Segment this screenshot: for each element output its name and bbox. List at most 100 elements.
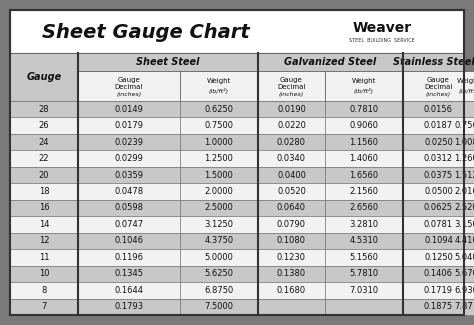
Text: (inches): (inches) [117, 92, 142, 97]
Text: 0.0640: 0.0640 [277, 203, 306, 213]
Text: 1.6560: 1.6560 [349, 171, 379, 180]
Bar [325, 101, 403, 117]
Text: 0.0520: 0.0520 [277, 187, 306, 196]
Text: 4.4100: 4.4100 [455, 236, 474, 245]
Bar [180, 282, 258, 299]
Text: 7: 7 [41, 302, 46, 311]
Bar [403, 216, 474, 233]
Text: 5.0000: 5.0000 [205, 253, 233, 262]
Text: Weight: Weight [352, 79, 376, 84]
Bar [258, 266, 325, 282]
Text: 1.0080: 1.0080 [455, 138, 474, 147]
Text: 0.0299: 0.0299 [115, 154, 144, 163]
Text: 28: 28 [39, 105, 49, 114]
Bar [325, 134, 403, 150]
Bar [403, 266, 474, 282]
Bar [78, 282, 180, 299]
Bar [180, 71, 258, 101]
Bar [78, 266, 180, 282]
Bar [403, 233, 474, 249]
Bar [464, 71, 474, 101]
Text: 10: 10 [39, 269, 49, 278]
Text: Stainless Steel: Stainless Steel [392, 57, 474, 67]
Text: 0.0478: 0.0478 [114, 187, 144, 196]
Text: STEEL  BUILDING  SERVICE: STEEL BUILDING SERVICE [349, 38, 415, 44]
Bar [10, 167, 78, 183]
Text: Galvanized Steel: Galvanized Steel [284, 57, 377, 67]
Bar [325, 167, 403, 183]
Text: Gauge: Gauge [27, 72, 62, 82]
Bar [403, 249, 474, 266]
Text: 5.0400: 5.0400 [455, 253, 474, 262]
Text: 20: 20 [39, 171, 49, 180]
Text: Decimal: Decimal [277, 84, 306, 90]
Text: 0.0179: 0.0179 [115, 121, 144, 130]
Text: 7.8710: 7.8710 [455, 302, 474, 311]
Text: 0.1345: 0.1345 [115, 269, 144, 278]
Text: Weaver: Weaver [353, 21, 412, 35]
Bar [464, 282, 474, 299]
Bar [258, 233, 325, 249]
Bar [10, 10, 464, 53]
Bar [325, 150, 403, 167]
Text: 1.2600: 1.2600 [455, 154, 474, 163]
Bar [180, 167, 258, 183]
Bar [403, 200, 474, 216]
Text: 4.5310: 4.5310 [349, 236, 379, 245]
Text: 5.6700: 5.6700 [455, 269, 474, 278]
Bar [325, 71, 403, 101]
Text: 0.0190: 0.0190 [277, 105, 306, 114]
Text: 0.0781: 0.0781 [424, 220, 453, 229]
Text: 2.1560: 2.1560 [349, 187, 379, 196]
Text: 0.1644: 0.1644 [115, 286, 144, 295]
Text: 0.1380: 0.1380 [277, 269, 306, 278]
Text: (inches): (inches) [279, 92, 304, 97]
Bar [10, 266, 78, 282]
Bar [325, 282, 403, 299]
Text: 0.0250: 0.0250 [424, 138, 453, 147]
Text: 0.0156: 0.0156 [424, 105, 453, 114]
Text: 0.0312: 0.0312 [424, 154, 453, 163]
Bar [464, 134, 474, 150]
Text: 0.7560: 0.7560 [455, 121, 474, 130]
Bar [258, 53, 403, 71]
Bar [464, 183, 474, 200]
Text: 0.1080: 0.1080 [277, 236, 306, 245]
Text: 0.1406: 0.1406 [424, 269, 453, 278]
Text: 0.1680: 0.1680 [277, 286, 306, 295]
Bar [258, 101, 325, 117]
Text: (inches): (inches) [426, 92, 451, 97]
Bar [78, 216, 180, 233]
Bar [78, 200, 180, 216]
Text: 5.6250: 5.6250 [204, 269, 234, 278]
Bar [403, 282, 474, 299]
Bar [180, 233, 258, 249]
Bar [10, 117, 78, 134]
Bar [10, 216, 78, 233]
Bar [325, 299, 403, 315]
Bar [464, 101, 474, 117]
Bar [10, 233, 78, 249]
Bar [10, 200, 78, 216]
Bar [258, 200, 325, 216]
Text: 0.1719: 0.1719 [424, 286, 453, 295]
Text: 5.1560: 5.1560 [349, 253, 379, 262]
Text: 3.1250: 3.1250 [204, 220, 234, 229]
Text: 1.0000: 1.0000 [205, 138, 233, 147]
Bar [403, 53, 464, 71]
Bar [464, 167, 474, 183]
Text: 24: 24 [39, 138, 49, 147]
Text: 16: 16 [39, 203, 49, 213]
Bar [180, 266, 258, 282]
Bar [180, 200, 258, 216]
Bar [464, 266, 474, 282]
Bar [325, 249, 403, 266]
Text: Sheet Steel: Sheet Steel [136, 57, 200, 67]
Bar [258, 216, 325, 233]
Text: 11: 11 [39, 253, 49, 262]
Text: 0.6250: 0.6250 [204, 105, 234, 114]
Text: 0.1875: 0.1875 [424, 302, 453, 311]
Text: 1.2500: 1.2500 [205, 154, 233, 163]
Text: 0.0359: 0.0359 [115, 171, 144, 180]
Text: 0.0239: 0.0239 [115, 138, 144, 147]
